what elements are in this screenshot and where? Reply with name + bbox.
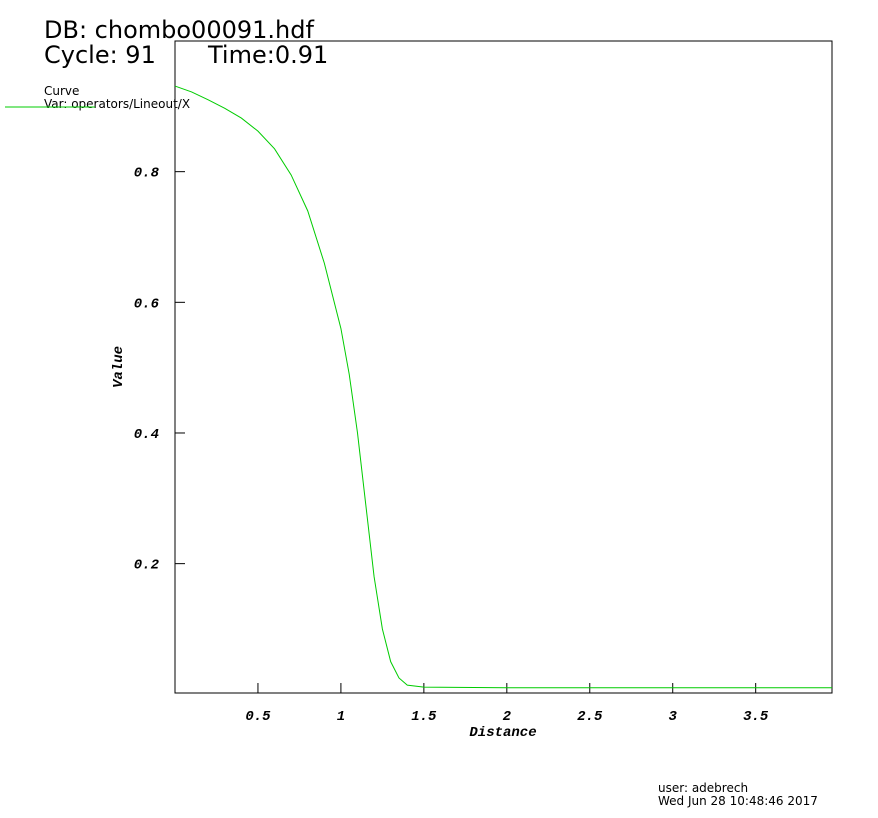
legend-title: Curve (44, 84, 79, 98)
x-tick-label: 3.5 (743, 709, 769, 725)
y-tick-label: 0.8 (134, 166, 160, 182)
y-tick-label: 0.4 (134, 427, 159, 443)
x-tick-label: 0.5 (245, 709, 271, 725)
user-label: user: adebrech (658, 781, 748, 795)
x-tick-label: 2.5 (577, 709, 603, 725)
y-tick-label: 0.6 (134, 296, 160, 312)
x-tick-label: 3 (669, 709, 678, 725)
cycle-label: Cycle: 91 (44, 41, 156, 69)
x-axis-title: Distance (469, 725, 536, 741)
y-tick-label: 0.2 (134, 558, 160, 574)
data-line (174, 85, 832, 689)
date-label: Wed Jun 28 10:48:46 2017 (658, 794, 818, 808)
time-label: Time:0.91 (207, 41, 328, 69)
db-label: DB: chombo00091.hdf (44, 16, 314, 44)
y-axis-title: Value (111, 346, 127, 388)
x-tick-label: 1 (337, 709, 345, 725)
plot-frame (174, 40, 833, 694)
x-tick-label: 2 (503, 709, 512, 725)
x-tick-label: 1.5 (411, 709, 437, 725)
legend-label: Var: operators/Lineout/X (44, 97, 190, 111)
